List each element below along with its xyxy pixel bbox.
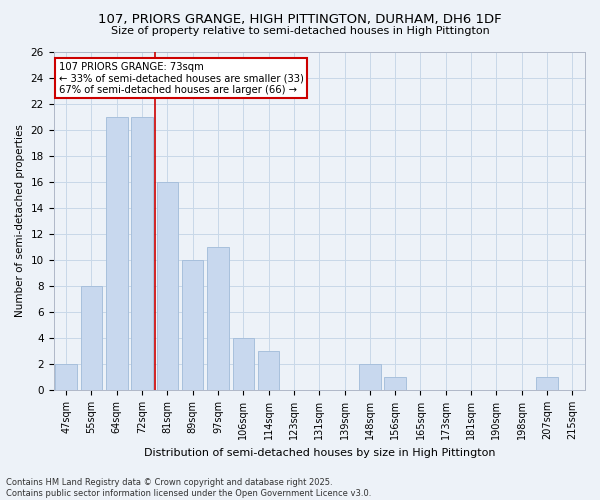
Bar <box>258 351 280 390</box>
Bar <box>359 364 380 390</box>
Bar <box>81 286 102 390</box>
Y-axis label: Number of semi-detached properties: Number of semi-detached properties <box>15 124 25 317</box>
Bar <box>131 116 153 390</box>
Bar <box>233 338 254 390</box>
Bar <box>536 377 558 390</box>
Text: Contains HM Land Registry data © Crown copyright and database right 2025.
Contai: Contains HM Land Registry data © Crown c… <box>6 478 371 498</box>
Bar <box>157 182 178 390</box>
Text: 107 PRIORS GRANGE: 73sqm
← 33% of semi-detached houses are smaller (33)
67% of s: 107 PRIORS GRANGE: 73sqm ← 33% of semi-d… <box>59 62 304 95</box>
Bar <box>182 260 203 390</box>
Bar <box>385 377 406 390</box>
Text: 107, PRIORS GRANGE, HIGH PITTINGTON, DURHAM, DH6 1DF: 107, PRIORS GRANGE, HIGH PITTINGTON, DUR… <box>98 12 502 26</box>
Text: Size of property relative to semi-detached houses in High Pittington: Size of property relative to semi-detach… <box>110 26 490 36</box>
X-axis label: Distribution of semi-detached houses by size in High Pittington: Distribution of semi-detached houses by … <box>143 448 495 458</box>
Bar <box>106 116 128 390</box>
Bar <box>55 364 77 390</box>
Bar <box>207 247 229 390</box>
